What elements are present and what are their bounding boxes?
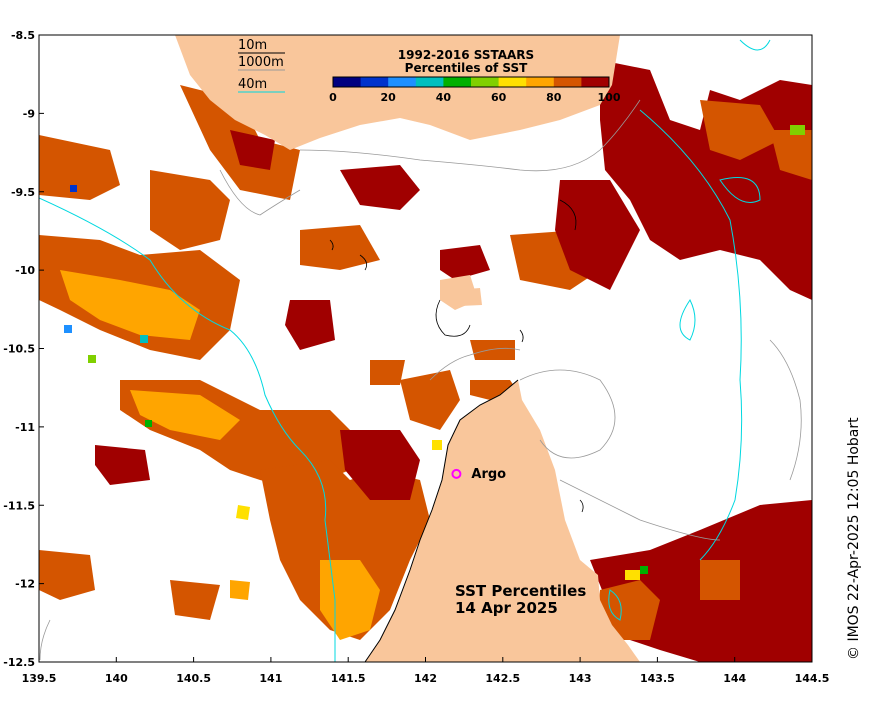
colorbar-tick-label: 0 [329,91,337,104]
lat-tick-label: -12 [15,578,35,591]
lon-tick-label: 143 [569,672,592,685]
lon-tick-label: 144 [723,672,746,685]
argo-float-marker: Argo [451,467,506,482]
lat-tick-label: -12.5 [3,656,35,669]
map-title: SST Percentiles [455,582,586,600]
lon-tick-label: 140 [105,672,128,685]
contour-1000m-label: 1000m [238,55,284,70]
map-date: 14 Apr 2025 [455,599,558,617]
lon-tick-label: 139.5 [22,672,57,685]
contour-40m [39,39,771,662]
contour-1000m [39,99,802,661]
colorbar-tick-label: 100 [598,91,621,104]
colorbar-swatch [333,77,362,87]
sst-percentile-field [39,60,812,662]
new-guinea-coast [175,35,620,150]
colorbar-frame [332,76,610,88]
colorbar-swatch [581,77,610,87]
contour-10m-label: 10m [238,38,267,53]
cape-york-peninsula [365,380,640,662]
lat-tick-label: -11 [15,421,35,434]
legend-title-line2: Percentiles of SST [405,61,528,75]
lat-tick-label: -9.5 [11,186,35,199]
contour-key: 10m 1000m 40m [238,38,285,93]
colorbar-tick-label: 80 [546,91,562,104]
colorbar-swatch [388,77,417,87]
percentile-colorbar: 1992-2016 SSTAARS Percentiles of SST 0 20… [329,48,621,104]
lat-tick-label: -9 [23,107,35,120]
colorbar-tick-label: 40 [436,91,452,104]
colorbar-swatch [443,77,472,87]
argo-float-icon [451,468,462,479]
lat-tick-label: -11.5 [3,499,35,512]
lon-tick-label: 141.5 [331,672,366,685]
lat-tick-label: -8.5 [11,29,35,42]
longitude-axis: 139.5 140 140.5 141 141.5 142 142.5 143 143.5 144… [22,657,830,685]
lat-tick-label: -10 [15,264,35,277]
contour-10m [329,199,584,513]
land-mass [175,35,640,662]
lon-tick-label: 141 [259,672,282,685]
colorbar-swatch [553,77,582,87]
lat-tick-label: -10.5 [3,343,35,356]
contour-40m-label: 40m [238,77,267,92]
imos-credit: © IMOS 22-Apr-2025 12:05 Hobart [846,417,862,660]
latitude-axis: -8.5 -9 -9.5 -10 -10.5 -11 -11.5 -12 -12.5 [3,29,44,669]
lon-tick-label: 143.5 [640,672,675,685]
lon-tick-label: 140.5 [176,672,211,685]
lon-tick-label: 142.5 [485,672,520,685]
lon-tick-label: 144.5 [795,672,830,685]
lon-tick-label: 142 [414,672,437,685]
legend-title-line1: 1992-2016 SSTAARS [398,48,534,62]
colorbar-tick-label: 20 [381,91,397,104]
colorbar-swatch [526,77,555,87]
colorbar-swatch [498,77,527,87]
colorbar-swatch [360,77,389,87]
colorbar-swatch [415,77,444,87]
colorbar-swatch [471,77,500,87]
argo-label: Argo [471,467,506,482]
torres-strait-island-2 [455,288,482,306]
colorbar-tick-label: 60 [491,91,507,104]
cape-york-coastline [364,379,519,662]
